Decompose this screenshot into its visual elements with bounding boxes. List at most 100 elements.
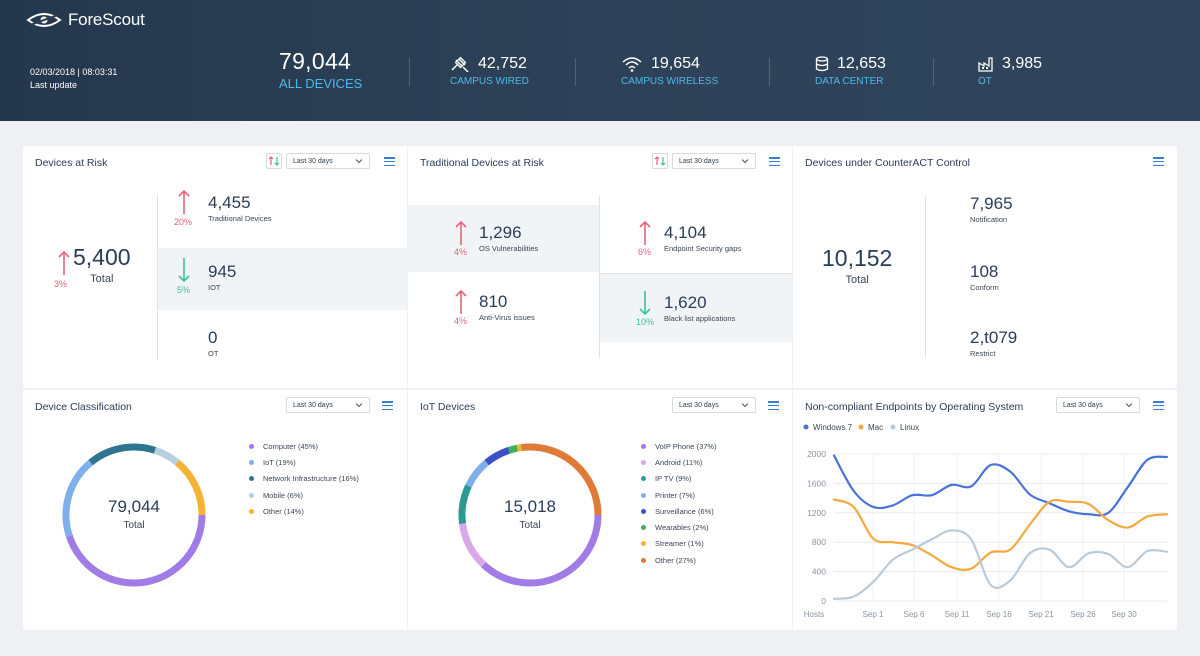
chevron-down-icon bbox=[355, 403, 363, 408]
devices-at-risk-panel: Devices at Risk Last 30 days 3% 5,400 To… bbox=[23, 146, 407, 388]
traditional-devices-metric[interactable]: 4,455 Traditional Devices bbox=[208, 193, 272, 223]
donut-slice[interactable] bbox=[458, 484, 472, 524]
notification-label: Notification bbox=[970, 215, 1008, 224]
endpoint-security-metric[interactable]: 4,104 Endpoint Security gaps bbox=[664, 223, 741, 253]
panel-title: IoT Devices bbox=[420, 401, 476, 413]
period-value: Last 30 days bbox=[293, 157, 333, 165]
menu-icon[interactable] bbox=[382, 401, 393, 411]
campus-wireless-stat[interactable]: 19,654 CAMPUS WIRELESS bbox=[621, 55, 718, 87]
classification-total: 79,044 bbox=[108, 497, 160, 516]
sort-button[interactable] bbox=[652, 153, 668, 169]
legend-dot bbox=[641, 459, 646, 465]
iot-total: 15,018 bbox=[504, 497, 556, 516]
os-line-chart: Windows 7 Mac Linux 0 400 800 1200 1600 2000 Sep … bbox=[803, 423, 1169, 619]
y-tick-label: 2000 bbox=[807, 449, 826, 459]
menu-icon[interactable] bbox=[1153, 401, 1164, 411]
wifi-icon bbox=[622, 57, 642, 72]
legend-item[interactable]: Android (11%) bbox=[641, 454, 717, 470]
legend-item[interactable]: Network Infrastructure (16%) bbox=[249, 471, 359, 487]
y-tick-label: 1200 bbox=[807, 508, 826, 518]
legend-label: Computer (45%) bbox=[263, 441, 319, 451]
legend-item[interactable]: Computer (45%) bbox=[249, 438, 359, 454]
legend-item[interactable]: Wearables (2%) bbox=[641, 519, 717, 535]
series-line[interactable] bbox=[832, 498, 1169, 571]
menu-icon[interactable] bbox=[768, 401, 779, 411]
cable-icon bbox=[451, 56, 469, 72]
endpoint-count: 4,104 bbox=[664, 223, 707, 242]
x-tick-label: Sep 30 bbox=[1111, 610, 1137, 619]
iot-metric[interactable]: 945 IOT bbox=[208, 262, 236, 292]
conform-metric[interactable]: 108 Conform bbox=[970, 262, 999, 292]
arrow-up-icon bbox=[455, 289, 467, 314]
sort-icon bbox=[654, 156, 666, 166]
legend-item[interactable]: Mobile (6%) bbox=[249, 487, 359, 503]
menu-icon[interactable] bbox=[1153, 157, 1164, 167]
sort-button[interactable] bbox=[266, 153, 282, 169]
menu-icon[interactable] bbox=[384, 157, 395, 167]
donut-slice[interactable] bbox=[88, 443, 157, 466]
restrict-metric[interactable]: 2,t079 Restrict bbox=[970, 328, 1017, 358]
donut-slice[interactable] bbox=[66, 514, 206, 587]
data-center-stat[interactable]: 12,653 DATA CENTER bbox=[815, 55, 886, 87]
campus-wireless-label: CAMPUS WIRELESS bbox=[621, 76, 719, 87]
period-dropdown[interactable]: Last 30 days bbox=[672, 397, 756, 413]
update-date: 02/03/2018 | 08:03:31 bbox=[30, 67, 118, 77]
donut-slice[interactable] bbox=[521, 443, 602, 516]
anti-virus-metric[interactable]: 810 Anti-Virus issues bbox=[479, 292, 535, 322]
restrict-label: Restrict bbox=[970, 349, 996, 358]
blacklist-metric[interactable]: 1,620 Black list applications bbox=[664, 293, 735, 323]
period-dropdown[interactable]: Last 30 days bbox=[286, 153, 370, 169]
menu-icon[interactable] bbox=[769, 157, 780, 167]
donut-slice[interactable] bbox=[459, 522, 486, 568]
donut-slice[interactable] bbox=[516, 444, 522, 452]
legend-item[interactable]: Streamer (1%) bbox=[641, 536, 717, 552]
campus-wired-label: CAMPUS WIRED bbox=[450, 76, 529, 87]
os-vulnerabilities-metric[interactable]: 1,296 OS Vulnerabilities bbox=[479, 223, 538, 253]
ot-metric[interactable]: 0 OT bbox=[208, 328, 218, 358]
notification-metric[interactable]: 7,965 Notification bbox=[970, 194, 1013, 224]
legend-item[interactable]: Surveillance (6%) bbox=[641, 503, 717, 519]
legend-item[interactable]: Printer (7%) bbox=[641, 487, 717, 503]
ot-stat[interactable]: 3,985 OT bbox=[978, 55, 1042, 87]
endpoint-label: Endpoint Security gaps bbox=[664, 244, 742, 253]
legend-item[interactable]: IP TV (9%) bbox=[641, 471, 717, 487]
campus-wired-stat[interactable]: 42,752 CAMPUS WIRED bbox=[450, 55, 529, 87]
divider bbox=[575, 58, 576, 86]
donut-center: 15,018 Total bbox=[480, 497, 580, 531]
forescout-logo[interactable]: ForeScout bbox=[26, 10, 145, 30]
donut-slice[interactable] bbox=[481, 514, 602, 587]
data-center-count: 12,653 bbox=[837, 55, 886, 72]
series-line[interactable] bbox=[832, 529, 1169, 600]
update-label: Last update bbox=[30, 80, 78, 90]
y-tick-label: 1600 bbox=[807, 478, 826, 488]
donut-slice[interactable] bbox=[153, 446, 180, 466]
donut-slice[interactable] bbox=[175, 459, 206, 516]
period-dropdown[interactable]: Last 30 days bbox=[1056, 397, 1140, 413]
donut-slice[interactable] bbox=[62, 459, 93, 538]
last-update: 02/03/2018 | 08:03:31 Last update bbox=[30, 66, 117, 92]
legend-dot bbox=[249, 476, 254, 482]
antivirus-label: Anti-Virus issues bbox=[479, 313, 535, 322]
period-dropdown[interactable]: Last 30 days bbox=[286, 397, 370, 413]
chevron-down-icon bbox=[741, 159, 749, 164]
panel-title: Non-compliant Endpoints by Operating Sys… bbox=[805, 401, 1024, 413]
legend-item[interactable]: Other (27%) bbox=[641, 552, 717, 568]
legend-dot bbox=[890, 424, 896, 430]
notification-count: 7,965 bbox=[970, 194, 1013, 213]
legend-dot bbox=[641, 508, 646, 514]
all-devices-stat[interactable]: 79,044 ALL DEVICES bbox=[279, 48, 362, 91]
donut-slice[interactable] bbox=[507, 444, 518, 454]
control-total-metric: 10,152 Total bbox=[822, 245, 892, 286]
data-center-label: DATA CENTER bbox=[815, 76, 884, 87]
legend-item[interactable]: Other (14%) bbox=[249, 503, 359, 519]
legend-item[interactable]: IoT (19%) bbox=[249, 454, 359, 470]
donut-slice[interactable] bbox=[484, 446, 511, 466]
endpoint-pct: 6% bbox=[638, 247, 652, 257]
series-line[interactable] bbox=[832, 454, 1169, 517]
donut-slice[interactable] bbox=[465, 459, 489, 488]
arrow-up-icon bbox=[58, 250, 70, 275]
legend-item[interactable]: VoIP Phone (37%) bbox=[641, 438, 717, 454]
legend-label: Surveillance (6%) bbox=[655, 506, 714, 516]
legend-label: IP TV (9%) bbox=[655, 474, 692, 484]
period-dropdown[interactable]: Last 30 days bbox=[672, 153, 756, 169]
